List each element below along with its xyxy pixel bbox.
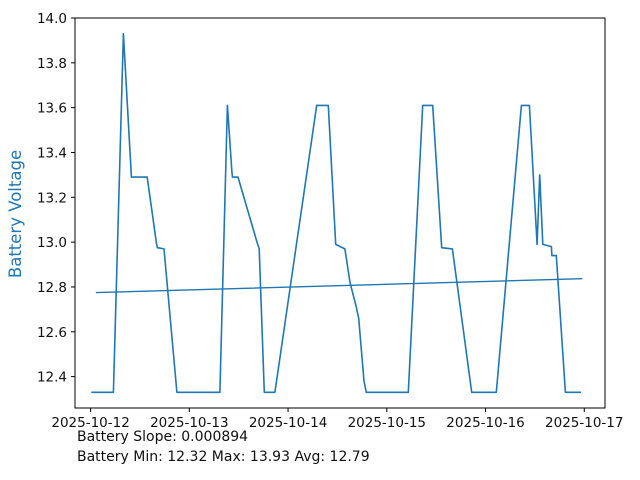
x-tick-label: 2025-10-12 [51,415,129,431]
y-tick-label: 13.8 [37,56,67,72]
battery-voltage-line [91,32,582,394]
y-tick-label: 13.2 [37,190,67,206]
y-tick-label: 12.4 [37,370,67,386]
y-axis-label: Battery Voltage [6,150,25,278]
x-tick-label: 2025-10-13 [150,415,228,431]
x-tick-label: 2025-10-15 [348,415,426,431]
axes-frame [74,17,606,409]
y-tick-label: 14.0 [37,11,67,27]
y-tick-label: 13.4 [37,145,67,161]
stats-line-slope: Battery Slope: 0.000894 [77,429,249,445]
y-tick-label: 13.6 [37,101,67,117]
x-tick-label: 2025-10-17 [545,415,623,431]
x-tick-label: 2025-10-16 [446,415,524,431]
y-tick-label: 12.6 [37,325,67,341]
y-tick-label: 12.8 [37,280,67,296]
battery-trend-line [95,278,583,294]
stats-line-min-max-avg: Battery Min: 12.32 Max: 13.93 Avg: 12.79 [77,449,370,465]
x-tick-label: 2025-10-14 [249,415,327,431]
y-tick-label: 13.0 [37,235,67,251]
